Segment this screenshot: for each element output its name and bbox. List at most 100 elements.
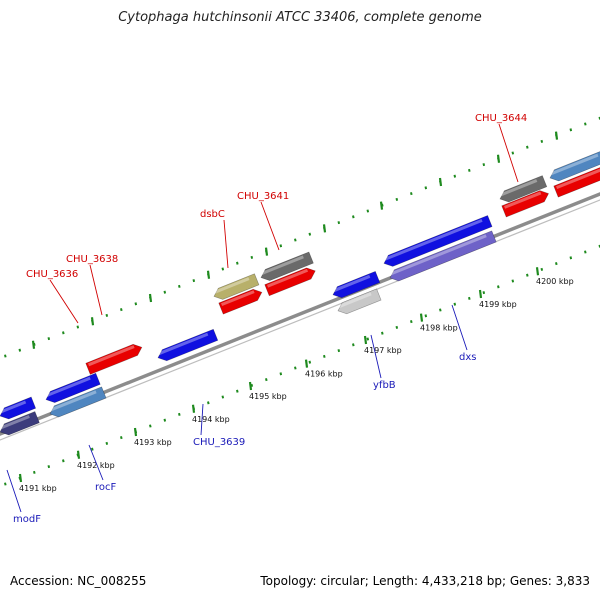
major-tick bbox=[76, 450, 81, 459]
gene-label-forward: CHU_3638 bbox=[66, 254, 118, 265]
bottom-tick-mark bbox=[410, 320, 413, 324]
gene-cds-forward bbox=[499, 175, 548, 203]
bottom-tick-mark bbox=[91, 447, 94, 451]
gene-cds-reverse-body bbox=[383, 215, 493, 267]
tick-label: 4195 kbp bbox=[249, 392, 287, 401]
gene-label-reverse: dxs bbox=[459, 352, 476, 363]
major-tick bbox=[496, 154, 501, 163]
gene-cds-reverse bbox=[0, 411, 40, 436]
gene-cds-reverse-shine bbox=[333, 274, 371, 293]
gene-label-forward: CHU_3641 bbox=[237, 191, 289, 202]
bottom-tick-mark bbox=[308, 360, 312, 364]
topology-text: Topology: circular; Length: 4,433,218 bp… bbox=[260, 574, 590, 588]
bottom-tick-mark bbox=[381, 331, 384, 335]
gene-cds-reverse bbox=[0, 396, 37, 420]
leader-line-forward bbox=[223, 219, 229, 269]
bottom-tick-mark bbox=[294, 366, 297, 370]
gene-cds-forward bbox=[501, 190, 549, 218]
gene-cds-forward-body bbox=[549, 149, 600, 182]
bottom-tick-mark bbox=[207, 401, 210, 405]
bottom-tick-mark bbox=[178, 412, 181, 416]
gene-cds-forward bbox=[549, 149, 600, 182]
gene-labels: CHU_3636 CHU_3638 dsbC CHU_3641 CHU_3644 modF… bbox=[13, 113, 527, 525]
bottom-tick-mark bbox=[62, 459, 65, 463]
gene-cds-reverse bbox=[389, 230, 497, 282]
major-tick bbox=[304, 359, 309, 368]
gene-cds-forward-shine bbox=[267, 268, 309, 288]
tick-label: 4197 kbp bbox=[364, 346, 402, 355]
bottom-tick-mark bbox=[4, 482, 7, 486]
leader-line-reverse bbox=[88, 444, 104, 481]
leader-line-reverse bbox=[6, 469, 22, 513]
map-title: Cytophaga hutchinsonii ATCC 33406, compl… bbox=[118, 10, 482, 25]
major-tick bbox=[191, 404, 196, 413]
bottom-tick-mark bbox=[105, 441, 109, 445]
gene-cds-reverse-body bbox=[337, 288, 382, 315]
bottom-tick-mark bbox=[395, 325, 399, 329]
top-tick-mark bbox=[366, 209, 370, 213]
top-tick-mark bbox=[18, 348, 22, 352]
top-tick-mark bbox=[294, 238, 297, 242]
major-tick bbox=[419, 313, 424, 322]
bottom-tick-mark bbox=[250, 383, 254, 387]
leader-line-forward bbox=[89, 264, 103, 316]
gene-cds-forward-body bbox=[499, 175, 548, 203]
tick-label: 4192 kbp bbox=[77, 461, 115, 470]
gene-label-forward: dsbC bbox=[200, 209, 225, 220]
major-tick bbox=[133, 427, 138, 437]
top-tick-mark bbox=[76, 325, 80, 329]
gene-cds-forward-shine bbox=[261, 255, 304, 276]
major-tick bbox=[438, 177, 443, 187]
gene-cds-forward-body bbox=[218, 288, 263, 315]
bottom-tick-mark bbox=[482, 291, 486, 295]
major-tick bbox=[90, 317, 95, 326]
backbone-line-shadow bbox=[0, 199, 600, 441]
major-tick bbox=[379, 201, 384, 210]
top-tick-mark bbox=[178, 284, 181, 288]
bottom-tick-mark bbox=[453, 302, 457, 306]
gene-cds-reverse-shine bbox=[158, 332, 209, 356]
gene-cds-reverse bbox=[45, 372, 101, 403]
gene-cds-forward-body bbox=[501, 190, 549, 218]
top-tick-mark bbox=[395, 197, 399, 201]
accession-text: Accession: NC_008255 bbox=[10, 574, 147, 588]
gene-cds-forward-body bbox=[264, 267, 316, 297]
bottom-tick-mark bbox=[468, 296, 471, 300]
major-tick bbox=[363, 335, 368, 345]
major-tick bbox=[322, 224, 327, 233]
gene-label-reverse: yfbB bbox=[373, 380, 396, 391]
bottom-tick-mark bbox=[569, 256, 573, 260]
gene-cds-forward-shine bbox=[221, 290, 255, 307]
gene-cds-reverse-shine bbox=[384, 219, 483, 261]
major-tick bbox=[554, 131, 559, 140]
gene-label-forward: CHU_3644 bbox=[475, 113, 527, 124]
tick-label: 4194 kbp bbox=[192, 415, 230, 424]
top-tick-mark bbox=[526, 145, 529, 149]
gene-cds-forward bbox=[553, 166, 600, 198]
gene-cds-forward-shine bbox=[556, 167, 600, 190]
top-tick-mark bbox=[221, 267, 225, 271]
tick-label: 4199 kbp bbox=[479, 300, 517, 309]
gene-cds-forward bbox=[260, 251, 314, 281]
bottom-tick-mark bbox=[120, 436, 123, 440]
gene-cds-reverse-body bbox=[0, 411, 40, 436]
gene-cds-forward-body bbox=[85, 343, 143, 375]
major-tick bbox=[478, 289, 483, 299]
top-tick-mark bbox=[540, 139, 544, 143]
major-tick bbox=[31, 340, 36, 349]
gene-label-reverse: rocF bbox=[95, 482, 117, 493]
gene-cds-forward-shine bbox=[214, 277, 250, 294]
top-tick-mark bbox=[4, 354, 7, 358]
top-tick-mark bbox=[569, 128, 573, 132]
top-tick-mark bbox=[337, 221, 341, 225]
gene-cds-forward bbox=[264, 267, 316, 297]
leader-line-forward bbox=[498, 123, 519, 183]
leader-line-reverse bbox=[370, 334, 382, 379]
gene-cds-forward-shine bbox=[500, 179, 538, 197]
gene-label-reverse: CHU_3639 bbox=[193, 437, 245, 448]
gene-cds-reverse-shine bbox=[50, 390, 97, 412]
top-tick-mark bbox=[236, 261, 239, 265]
gene-label-forward: CHU_3636 bbox=[26, 269, 78, 280]
leader-line-reverse bbox=[200, 403, 204, 436]
